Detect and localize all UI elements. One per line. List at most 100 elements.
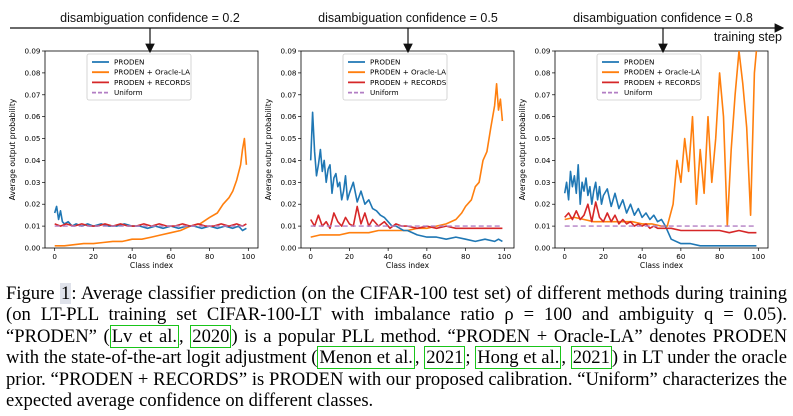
- y-tick-label: 0.06: [534, 112, 550, 121]
- series-line-proden: [563, 164, 757, 247]
- citation-lv-year-link[interactable]: 2020: [190, 324, 232, 348]
- x-tick-label: 0: [308, 252, 313, 261]
- y-tick-label: 0.05: [280, 134, 296, 143]
- y-tick-label: 0.02: [534, 200, 550, 209]
- caption-fig-prefix: Figure: [6, 283, 61, 304]
- y-axis-label: Average output probability: [518, 98, 527, 200]
- y-tick-label: 0.07: [280, 90, 296, 99]
- figure-number-link[interactable]: 1: [60, 283, 72, 304]
- legend-entry: Uniform: [370, 88, 399, 97]
- x-tick-label: 40: [384, 252, 394, 261]
- legend-box: [596, 53, 702, 101]
- legend-entry: PRODEN + Oracle-LA: [370, 68, 446, 77]
- x-tick-label: 60: [166, 252, 176, 261]
- legend-entry: Uniform: [114, 88, 143, 97]
- caption-sep-3: ;: [465, 347, 476, 369]
- y-tick-label: 0.08: [24, 68, 40, 77]
- x-tick-label: 0: [52, 252, 57, 261]
- citation-hong-link[interactable]: Hong et al.: [475, 346, 562, 370]
- y-tick-label: 0.06: [280, 112, 296, 121]
- legend-entry: PRODEN + RECORDS: [624, 78, 701, 87]
- x-tick-label: 100: [751, 252, 765, 261]
- y-tick-label: 0.00: [280, 244, 296, 253]
- y-tick-label: 0.01: [24, 222, 40, 231]
- y-tick-label: 0.05: [534, 134, 550, 143]
- legend-entry: PRODEN + RECORDS: [370, 78, 447, 87]
- legend-entry: PRODEN + Oracle-LA: [624, 68, 700, 77]
- chart-panel-1: 0.00 0.01 0.02 0.03 0.04 0.05 0.06 0.07 0.08 0.09…: [8, 47, 259, 270]
- x-tick-label: 40: [128, 252, 138, 261]
- chart-panel-3: 0.00 0.01 0.02 0.03 0.04 0.05 0.06 0.07 0.08 0.09…: [518, 47, 769, 270]
- series-line-proden-records: [310, 205, 503, 230]
- y-tick-label: 0.07: [534, 90, 550, 99]
- x-tick-label: 100: [241, 252, 255, 261]
- x-tick-label: 100: [497, 252, 511, 261]
- x-tick-label: 80: [715, 252, 725, 261]
- timeline-label-2: disambiguation confidence = 0.5: [318, 11, 498, 25]
- y-tick-label: 0.00: [24, 244, 40, 253]
- x-tick-label: 40: [638, 252, 648, 261]
- citation-lv-year: 2020: [192, 325, 230, 347]
- x-tick-label: 80: [205, 252, 215, 261]
- y-tick-label: 0.01: [534, 222, 550, 231]
- y-tick-label: 0.00: [534, 244, 550, 253]
- y-tick-label: 0.09: [280, 47, 296, 56]
- citation-menon-year-link[interactable]: 2021: [424, 346, 466, 370]
- legend-entry: PRODEN: [114, 58, 144, 67]
- training-step-label: training step: [714, 30, 782, 44]
- plot-frame: [554, 50, 769, 249]
- x-tick-label: 20: [345, 252, 355, 261]
- y-tick-label: 0.04: [534, 156, 550, 165]
- x-tick-label: 0: [562, 252, 567, 261]
- citation-menon-author: Menon et al.: [319, 347, 413, 369]
- x-tick-label: 60: [676, 252, 686, 261]
- legend-entry: PRODEN + Oracle-LA: [114, 68, 190, 77]
- x-tick-label: 60: [422, 252, 432, 261]
- legend-entry: PRODEN + RECORDS: [114, 78, 191, 87]
- y-tick-label: 0.02: [280, 200, 296, 209]
- chart-panel-2: 0.00 0.01 0.02 0.03 0.04 0.05 0.06 0.07 0.08 0.09…: [264, 47, 515, 270]
- y-axis-label: Average output probability: [264, 98, 273, 200]
- citation-lv-author: Lv et al.: [111, 325, 178, 347]
- y-tick-label: 0.08: [280, 68, 296, 77]
- timeline-label-3: disambiguation confidence = 0.8: [573, 11, 753, 25]
- series-line-proden-oracle-la: [54, 137, 248, 247]
- series-line-proden: [309, 111, 503, 243]
- legend-box: [342, 53, 448, 101]
- citation-hong-year-link[interactable]: 2021: [570, 346, 612, 370]
- caption-sep-4: ,: [561, 347, 571, 369]
- y-tick-label: 0.04: [24, 156, 40, 165]
- y-tick-label: 0.09: [534, 47, 550, 56]
- legend-entry: PRODEN: [624, 58, 654, 67]
- figure-canvas: disambiguation confidence = 0.2 disambig…: [8, 11, 785, 270]
- y-tick-label: 0.04: [280, 156, 296, 165]
- y-tick-label: 0.08: [534, 68, 550, 77]
- y-tick-label: 0.02: [24, 200, 40, 209]
- citation-menon-link[interactable]: Menon et al.: [317, 346, 415, 370]
- citation-lv-link[interactable]: Lv et al.: [109, 324, 180, 348]
- caption-text-1: : Average classifier prediction (on the …: [6, 283, 787, 347]
- y-tick-label: 0.07: [24, 90, 40, 99]
- y-tick-label: 0.05: [24, 134, 40, 143]
- y-tick-label: 0.03: [24, 178, 40, 187]
- figure-caption: Figure 1: Average classifier prediction …: [6, 283, 787, 411]
- caption-text-3: ) in LT under the oracle prior. “PRODEN …: [6, 347, 787, 412]
- caption-sep-2: ,: [414, 347, 425, 369]
- legend-entry: Uniform: [624, 88, 653, 97]
- y-axis-label: Average output probability: [8, 98, 17, 200]
- caption-sep-1: ,: [179, 325, 191, 347]
- y-tick-label: 0.01: [280, 222, 296, 231]
- x-tick-label: 20: [89, 252, 99, 261]
- series-line-proden-oracle-la: [564, 51, 758, 227]
- timeline-label-1: disambiguation confidence = 0.2: [60, 11, 240, 25]
- x-tick-label: 80: [461, 252, 471, 261]
- series-line-proden-oracle-la: [310, 83, 504, 238]
- training-timeline: disambiguation confidence = 0.2 disambig…: [10, 11, 785, 54]
- x-axis-label: Class index: [130, 261, 174, 270]
- citation-hong-year: 2021: [572, 347, 610, 369]
- series-line-proden-records: [564, 201, 757, 234]
- plot-frame: [300, 50, 515, 249]
